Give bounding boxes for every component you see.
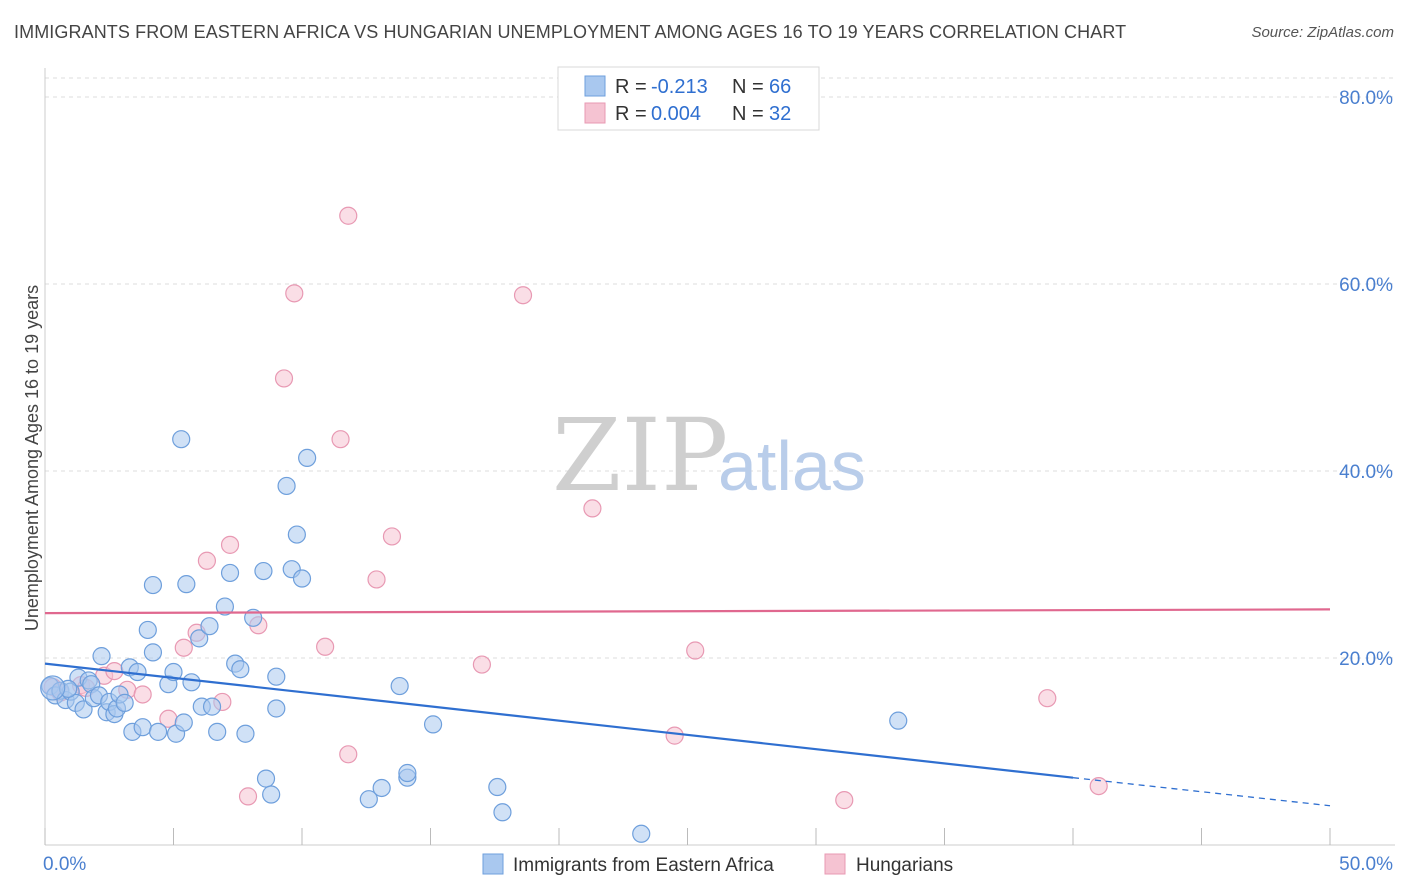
legend-n-label-blue: N = — [732, 76, 764, 98]
pink-point — [665, 726, 684, 745]
blue-point — [287, 525, 306, 544]
blue-trend-line — [44, 662, 1074, 779]
pink-point — [285, 284, 304, 303]
watermark-atlas: atlas — [718, 427, 866, 505]
series-legend-label-pink: Hungarians — [856, 855, 953, 876]
blue-point — [133, 718, 152, 737]
blue-point — [202, 697, 222, 716]
y-tick-label: 60.0% — [1339, 275, 1393, 296]
series-legend-swatch-pink — [824, 853, 846, 875]
pink-point — [274, 369, 294, 388]
blue-point — [220, 563, 240, 583]
blue-cluster-point — [40, 675, 66, 701]
blue-point — [256, 769, 276, 788]
pink-point — [238, 787, 258, 806]
blue-point — [488, 777, 507, 797]
blue-point — [298, 448, 317, 468]
tick-labels: 20.0% 40.0% 60.0% 80.0% 0.0% 50.0% — [43, 88, 1393, 875]
pink-point — [1038, 689, 1057, 708]
correlation-legend: R = -0.213 N = 66 R = 0.004 N = 32 — [557, 66, 820, 131]
blue-point — [143, 575, 163, 595]
blue-point — [182, 673, 201, 692]
x-tick-label-max: 50.0% — [1339, 854, 1393, 875]
pink-point — [472, 655, 491, 674]
blue-point — [172, 430, 191, 449]
y-tick-label: 40.0% — [1339, 462, 1393, 483]
x-tick-label-min: 0.0% — [43, 854, 86, 875]
blue-point — [190, 629, 209, 648]
blue-point — [267, 699, 286, 718]
trend-layer — [44, 608, 1331, 807]
pink-point — [583, 499, 602, 518]
watermark-zip: ZIP — [552, 397, 728, 514]
legend-n-label-pink: N = — [732, 103, 764, 125]
y-tick-label: 20.0% — [1339, 649, 1393, 670]
blue-point — [398, 763, 417, 783]
legend-swatch-pink — [584, 102, 606, 124]
blue-point — [267, 667, 286, 686]
blue-point — [292, 569, 312, 588]
legend-n-value-blue: 66 — [769, 76, 791, 98]
series-legend: Immigrants from Eastern Africa Hungarian… — [482, 853, 953, 876]
blue-point — [177, 575, 196, 594]
blue-point — [359, 790, 378, 809]
blue-point — [231, 660, 250, 679]
blue-point — [889, 711, 908, 730]
legend-r-label-blue: R = — [615, 76, 647, 98]
series-legend-swatch-blue — [482, 853, 504, 875]
pink-point — [686, 641, 705, 660]
source-credit: Source: ZipAtlas.com — [1251, 24, 1394, 41]
legend-r-value-pink: 0.004 — [651, 103, 701, 125]
blue-point — [215, 597, 234, 616]
blue-point — [148, 722, 168, 741]
blue-point — [372, 778, 391, 798]
legend-swatch-blue — [584, 75, 606, 97]
pink-point — [174, 638, 193, 657]
blue-point — [236, 724, 255, 743]
pink-point — [316, 637, 335, 656]
pink-point — [197, 551, 217, 570]
pink-point — [1089, 776, 1108, 796]
pink-point — [339, 206, 358, 225]
pink-point — [339, 745, 358, 764]
pink-point — [133, 685, 152, 704]
blue-point — [164, 662, 183, 682]
pink-point — [367, 570, 386, 589]
blue-point — [115, 693, 134, 712]
blue-point — [92, 647, 111, 666]
blue-point — [208, 722, 227, 741]
blue-point — [423, 715, 443, 734]
blue-point — [632, 824, 651, 843]
blue-point — [74, 700, 93, 719]
pink-trend-line — [44, 608, 1331, 615]
blue-point — [277, 476, 296, 496]
series-legend-label-blue: Immigrants from Eastern Africa — [513, 855, 774, 876]
pink-point — [382, 527, 402, 546]
legend-r-label-pink: R = — [615, 103, 647, 125]
y-tick-label: 80.0% — [1339, 88, 1393, 109]
blue-point — [262, 785, 281, 804]
pink-point — [835, 791, 854, 810]
grid-layer — [45, 77, 1395, 659]
blue-point — [143, 643, 163, 662]
blue-point — [390, 676, 409, 696]
legend-r-value-blue: -0.213 — [651, 76, 708, 98]
blue-point — [138, 620, 157, 640]
chart-title: IMMIGRANTS FROM EASTERN AFRICA VS HUNGAR… — [14, 22, 1127, 42]
points-layer — [40, 206, 1108, 843]
blue-point — [128, 662, 147, 682]
pink-point — [331, 430, 350, 449]
legend-n-value-pink: 32 — [769, 103, 791, 125]
blue-trend-extension — [1072, 777, 1331, 807]
watermark: ZIP atlas — [552, 397, 866, 514]
y-axis-label: Unemployment Among Ages 16 to 19 years — [22, 285, 42, 631]
blue-point — [174, 713, 193, 732]
blue-point — [254, 561, 273, 581]
axes-layer — [44, 68, 1395, 846]
pink-point — [220, 535, 240, 554]
pink-point — [513, 286, 533, 305]
blue-point — [493, 803, 512, 822]
blue-point — [200, 617, 219, 636]
